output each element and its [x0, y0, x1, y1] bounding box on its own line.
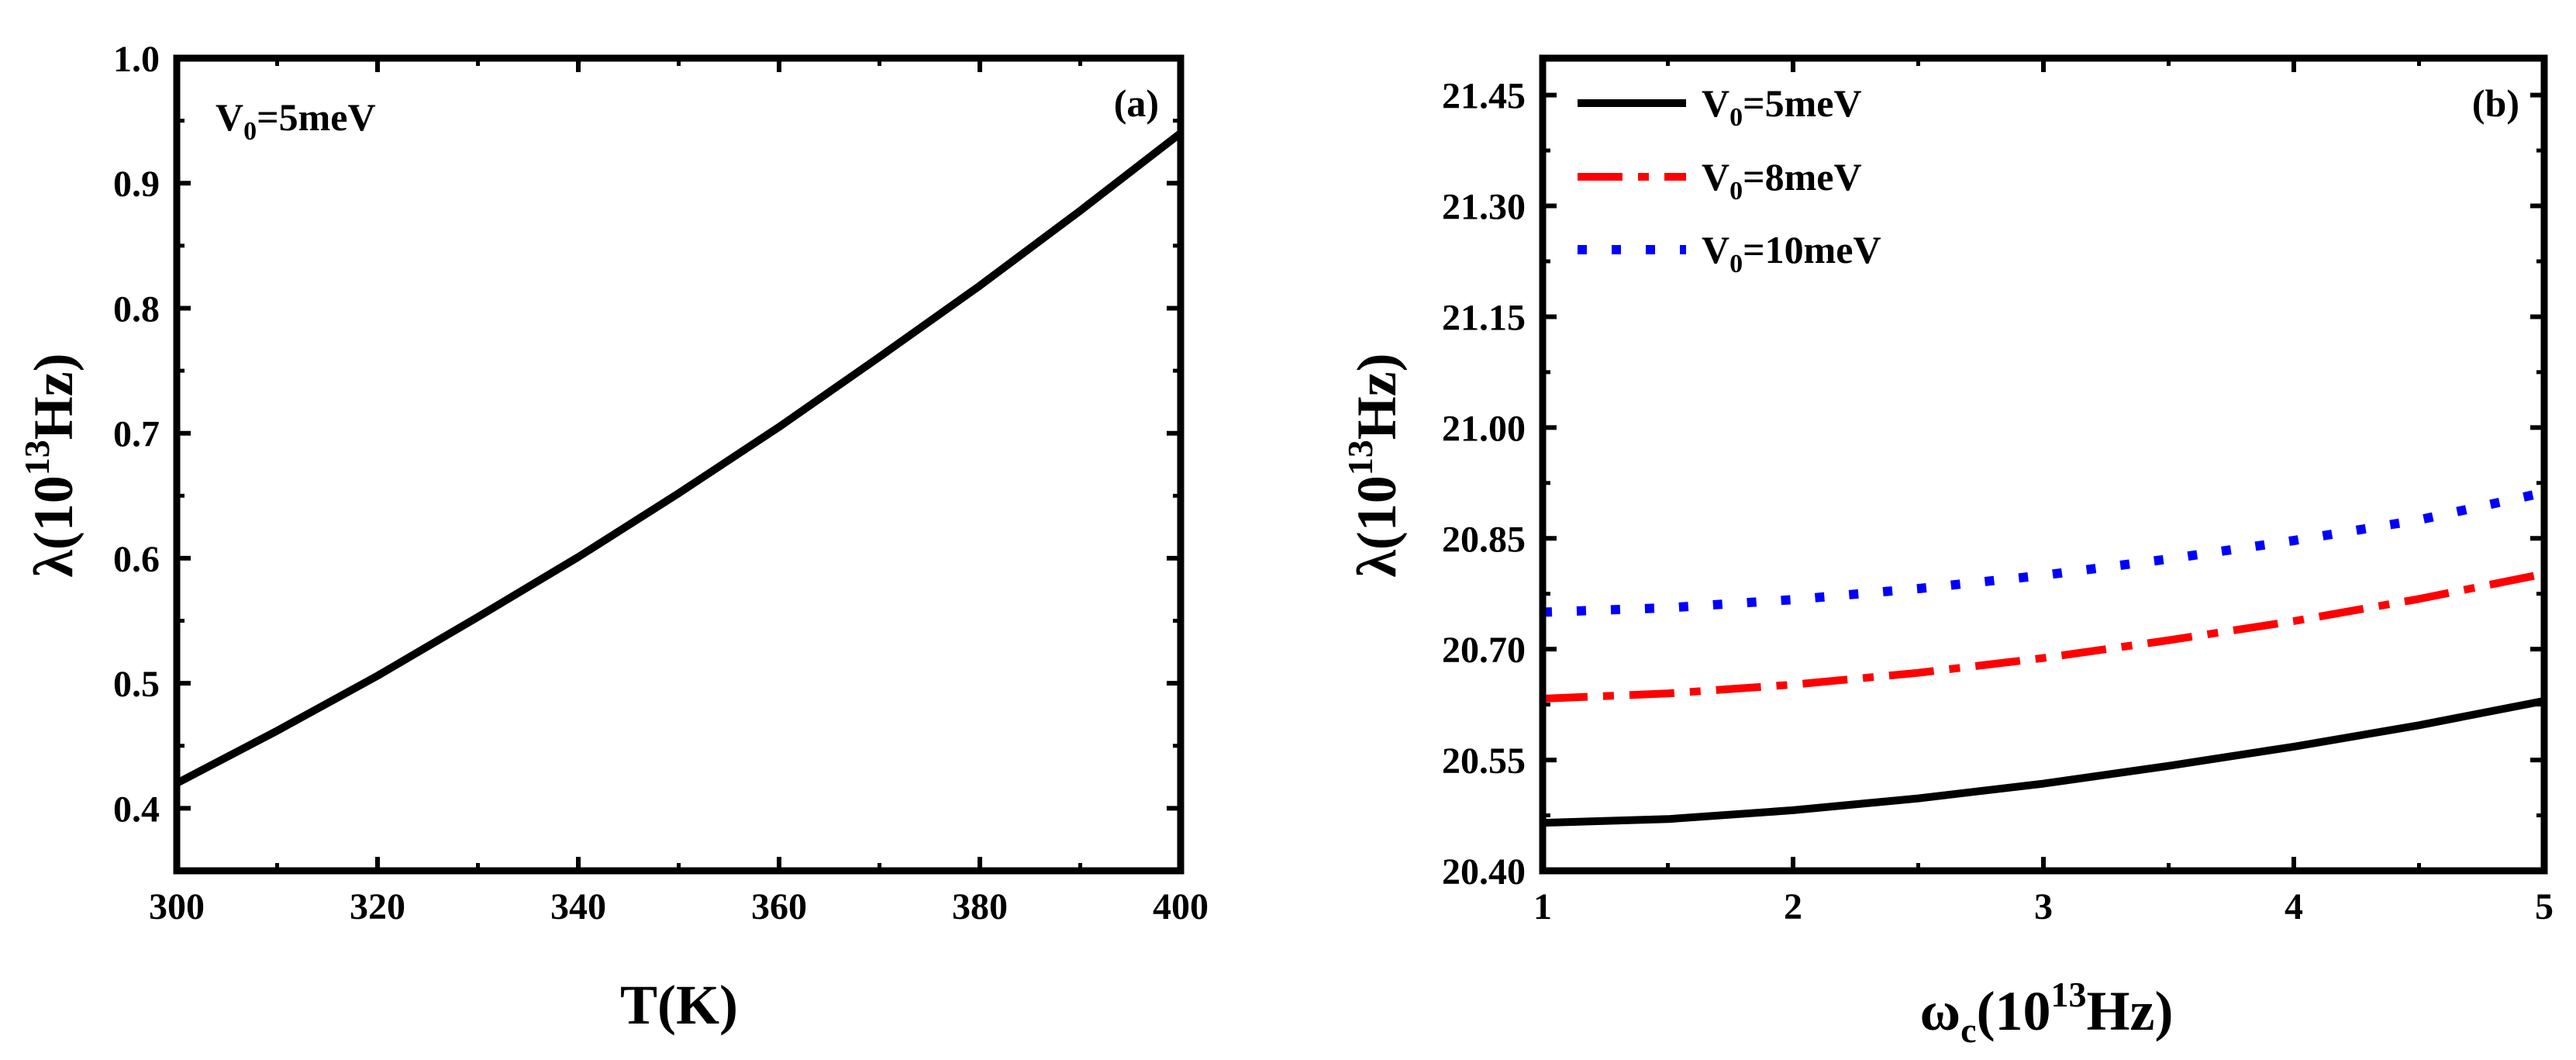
panel-b-series-v0-10mev: [1543, 488, 2544, 617]
panel-b-x-tick-label: 2: [1784, 886, 1802, 927]
panel-b-x-tick-label: 5: [2535, 886, 2554, 927]
legend-label-v0-8mev: V0=8meV: [1702, 155, 1862, 205]
legend-label-v0-8mev-subscript: 0: [1729, 177, 1743, 205]
panel-b-y-tick-label: 21.45: [1442, 76, 1526, 117]
panel-b-series-v0-5mev: [1543, 696, 2544, 827]
panel-a-y-tick-label: 0.6: [113, 539, 160, 580]
legend-label-v0-5mev-subscript: 0: [1729, 103, 1743, 132]
panel-b-y-axis-title-sup: 13: [1340, 440, 1380, 475]
panel-a-annotation-subscript: 0: [243, 117, 257, 146]
panel-b-x-axis-title-sub: c: [1960, 1010, 1976, 1050]
panel-b-x-axis-title: ωc(1013Hz): [1920, 975, 2174, 1050]
panel-a-x-axis-title: T(K): [620, 974, 738, 1036]
panel-a-y-tick-label: 0.5: [113, 664, 160, 705]
panel-b-y-tick-label: 20.40: [1442, 851, 1526, 893]
panel-b-y-tick-label: 20.55: [1442, 741, 1526, 782]
panel-a-label: (a): [1114, 81, 1159, 125]
panel-a-y-tick-label: 0.9: [113, 164, 160, 205]
panel-b-axes-frame: [1539, 54, 2548, 875]
legend-label-v0-5mev-symbol: V: [1702, 81, 1729, 125]
panel-b-y-axis-title-prefix: λ(10: [1346, 475, 1408, 577]
panel-b-x-axis-title-sup: 13: [2051, 975, 2087, 1014]
panel-b-y-axis-title: λ(1013Hz): [1340, 353, 1408, 577]
legend-label-v0-8mev-symbol: V: [1702, 155, 1729, 199]
panel-a-annotation: V0=5meV: [216, 95, 376, 146]
legend-label-v0-8mev-rest: =8meV: [1743, 155, 1861, 199]
panel-b-y-tick-label: 21.00: [1442, 408, 1526, 449]
legend-label-v0-5mev-rest: =5meV: [1743, 81, 1861, 125]
panel-b-y-tick-label: 21.30: [1442, 187, 1526, 228]
legend-label-v0-10mev-rest: =10meV: [1743, 228, 1881, 271]
panel-a-x-tick-label: 400: [1153, 886, 1209, 927]
panel-b-x-tick-label: 3: [2034, 886, 2053, 927]
legend-label-v0-10mev-subscript: 0: [1729, 250, 1743, 278]
panel-a-x-tick-label: 340: [550, 886, 606, 927]
panel-a: 300 320 340 360 380 4000.40.50.60.70.80.91.0 …: [17, 39, 1209, 1036]
panel-b-x-axis-title-mid: (10: [1977, 980, 2051, 1042]
panel-a-x-tick-label: 300: [149, 886, 205, 927]
panel-a-y-axis-title: λ(1013Hz): [17, 353, 84, 577]
panel-b-x-axis-title-prefix: ω: [1920, 980, 1961, 1042]
panel-b: 1 2 3 4 5 20.40 20.55 20.70 20.85 21.00 21.15 21.30…: [1340, 54, 2554, 1050]
panel-a-annotation-rest: =5meV: [257, 95, 375, 139]
legend-label-v0-10mev: V0=10meV: [1702, 228, 1881, 278]
panel-b-x-tick-label: 4: [2285, 886, 2303, 927]
panel-b-y-tick-label: 20.70: [1442, 630, 1526, 671]
legend-label-v0-5mev: V0=5meV: [1702, 81, 1862, 132]
panel-a-axes-frame: [173, 54, 1185, 875]
panel-b-y-tick-label: 20.85: [1442, 519, 1526, 560]
panel-b-x-tick-label: 1: [1533, 886, 1552, 927]
panel-b-label: (b): [2472, 81, 2519, 125]
panel-a-annotation-symbol: V: [216, 95, 243, 139]
panel-a-x-tick-label: 320: [350, 886, 405, 927]
panel-a-series-v0-5mev: [177, 129, 1181, 787]
panel-a-y-tick-label: 1.0: [113, 39, 160, 80]
panel-a-y-tick-label: 0.7: [113, 414, 160, 455]
panel-b-y-tick-label: 21.15: [1442, 297, 1526, 338]
panel-b-x-axis-title-suffix: Hz): [2087, 980, 2174, 1042]
panel-a-plot-area: 300 320 340 360 380 400 0.4 0.5 0.6 0.7 0.8 0.9 1.0: [113, 39, 1209, 927]
panel-a-y-tick-label: 0.8: [113, 288, 160, 330]
panel-a-x-tick-label: 380: [952, 886, 1008, 927]
panel-b-legend: V0=5meV V0=8meV V0=10meV: [1578, 81, 1881, 278]
panel-a-y-tick-label: 0.4: [113, 789, 160, 830]
panel-b-y-axis-title-suffix: Hz): [1346, 353, 1408, 440]
panel-a-y-axis-title-suffix: Hz): [22, 353, 84, 440]
legend-label-v0-10mev-symbol: V: [1702, 228, 1729, 271]
panel-b-plot-area: 1 2 3 4 5 20.40 20.55 20.70 20.85 21.00 21.15 21.30…: [1442, 54, 2554, 927]
panel-b-series-v0-8mev: [1543, 570, 2544, 703]
panel-a-y-axis-title-prefix: λ(10: [22, 475, 84, 577]
panel-a-y-axis-title-sup: 13: [17, 440, 57, 475]
panel-a-x-tick-label: 360: [751, 886, 807, 927]
